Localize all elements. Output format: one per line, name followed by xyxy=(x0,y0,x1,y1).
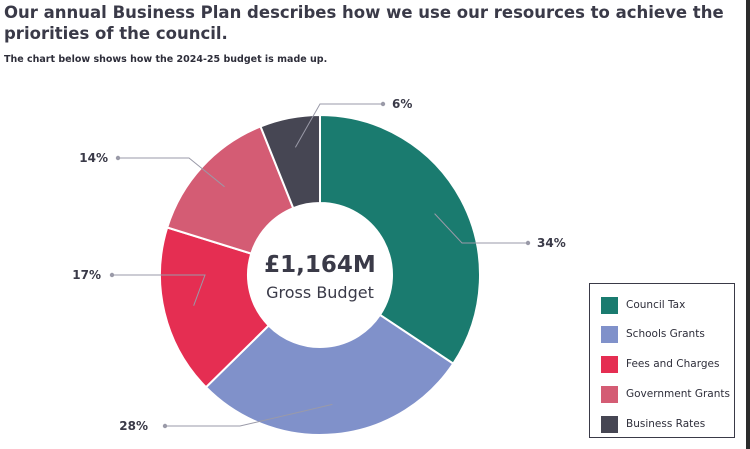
legend-label: Fees and Charges xyxy=(626,358,720,370)
legend-item-council-tax: Council Tax xyxy=(601,296,685,314)
slice-council-tax xyxy=(319,113,481,366)
leader-dot xyxy=(525,240,531,246)
chart-legend: Council Tax Schools Grants Fees and Char… xyxy=(589,283,735,438)
page-title: Our annual Business Plan describes how w… xyxy=(4,3,724,43)
leader-dot xyxy=(162,423,168,429)
legend-swatch xyxy=(601,325,618,343)
center-total-value: £1,164M xyxy=(264,252,376,278)
legend-label: Council Tax xyxy=(626,299,686,311)
leader-dot xyxy=(380,101,386,107)
legend-item-business-rates: Business Rates xyxy=(601,415,705,433)
legend-label: Business Rates xyxy=(626,418,706,430)
leader-dot xyxy=(109,272,115,278)
slice-labels: 34% 28% 17% 14% 6% xyxy=(72,97,565,433)
legend-label: Government Grants xyxy=(626,388,730,400)
slice-label: 6% xyxy=(392,97,412,111)
slice-label: 14% xyxy=(79,151,108,165)
legend-item-government-grants: Government Grants xyxy=(601,385,730,403)
slice-schools-grants xyxy=(204,313,455,436)
legend-swatch xyxy=(601,355,618,373)
center-total-label: Gross Budget xyxy=(266,283,374,302)
leader-line xyxy=(294,103,383,148)
leader-dot xyxy=(115,155,121,161)
legend-swatch xyxy=(601,415,618,433)
slice-label: 28% xyxy=(119,419,148,433)
leader-lines xyxy=(109,101,531,429)
slice-fees-and-charges xyxy=(159,226,271,389)
leader-line xyxy=(165,403,333,427)
slice-business-rates xyxy=(259,113,321,210)
legend-swatch xyxy=(601,296,618,314)
leader-line xyxy=(434,213,528,244)
legend-item-fees-and-charges: Fees and Charges xyxy=(601,355,719,373)
leader-line xyxy=(118,157,225,188)
slice-label: 34% xyxy=(537,236,566,250)
window-edge xyxy=(746,0,750,449)
chart-caption: The chart below shows how the 2024-25 bu… xyxy=(4,54,328,65)
legend-item-schools-grants: Schools Grants xyxy=(601,325,705,343)
legend-swatch xyxy=(601,385,618,403)
slice-label: 17% xyxy=(72,268,101,282)
leader-line xyxy=(112,274,206,306)
legend-label: Schools Grants xyxy=(626,328,705,340)
donut-slices xyxy=(159,113,481,436)
